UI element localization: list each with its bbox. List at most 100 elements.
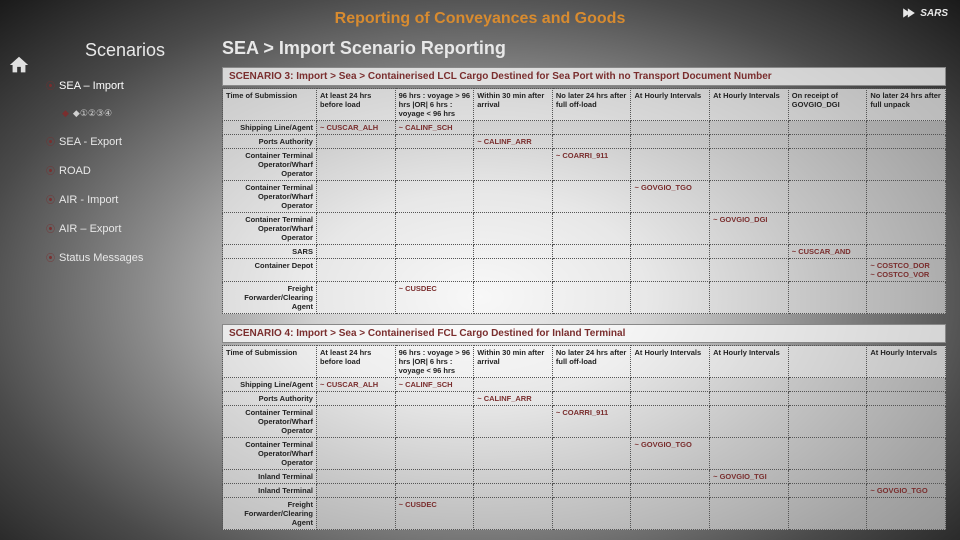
table-cell <box>474 406 553 438</box>
table-row: Container Terminal Operator/Wharf Operat… <box>223 213 946 245</box>
table-cell <box>552 378 631 392</box>
row-label: Freight Forwarder/Clearing Agent <box>223 282 317 314</box>
table-cell <box>867 378 946 392</box>
table-cell <box>631 149 710 181</box>
table-cell <box>316 149 395 181</box>
table-cell <box>474 245 553 259</box>
table-cell <box>867 438 946 470</box>
row-label: Freight Forwarder/Clearing Agent <box>223 498 317 530</box>
row-label: SARS <box>223 245 317 259</box>
column-header <box>788 346 867 378</box>
column-header: At Hourly Intervals <box>710 89 789 121</box>
table-cell <box>710 406 789 438</box>
table-cell <box>631 498 710 530</box>
table-cell <box>788 259 867 282</box>
row-label: Ports Authority <box>223 135 317 149</box>
table-cell <box>710 121 789 135</box>
table-cell: ~ CALINF_ARR <box>474 135 553 149</box>
table-cell <box>395 181 474 213</box>
table-cell <box>631 392 710 406</box>
sidebar-nav: ⦿SEA – Import◆◆①②③④⦿SEA - Export⦿ROAD⦿AI… <box>40 71 210 272</box>
table-cell <box>552 438 631 470</box>
table-cell <box>788 282 867 314</box>
sidebar-item[interactable]: ⦿AIR - Import <box>40 185 210 214</box>
table-row: Container Terminal Operator/Wharf Operat… <box>223 406 946 438</box>
table-cell <box>552 470 631 484</box>
table-row: Container Terminal Operator/Wharf Operat… <box>223 181 946 213</box>
table-cell <box>474 282 553 314</box>
table-cell <box>631 121 710 135</box>
table-cell <box>316 498 395 530</box>
row-label: Container Terminal Operator/Wharf Operat… <box>223 438 317 470</box>
table-cell: ~ CUSDEC <box>395 282 474 314</box>
table-cell <box>788 121 867 135</box>
sidebar-item[interactable]: ⦿AIR – Export <box>40 214 210 243</box>
table-cell <box>474 498 553 530</box>
column-header: At least 24 hrs before load <box>316 89 395 121</box>
sidebar-title: Scenarios <box>40 40 210 61</box>
table-cell <box>788 135 867 149</box>
table-cell <box>474 470 553 484</box>
table-cell: ~ GOVGIO_TGO <box>867 484 946 498</box>
table-cell <box>788 378 867 392</box>
table-cell <box>552 259 631 282</box>
table-cell <box>710 259 789 282</box>
table-cell <box>867 406 946 438</box>
table-cell: ~ CALINF_SCH <box>395 121 474 135</box>
sidebar: Scenarios ⦿SEA – Import◆◆①②③④⦿SEA - Expo… <box>40 38 210 540</box>
table-cell <box>552 135 631 149</box>
column-header: 96 hrs : voyage > 96 hrs |OR| 6 hrs : vo… <box>395 346 474 378</box>
brand-logo: SARS <box>902 6 948 20</box>
table-cell <box>867 470 946 484</box>
sidebar-item[interactable]: ⦿SEA – Import <box>40 71 210 100</box>
table-cell: ~ COARRI_911 <box>552 149 631 181</box>
column-header: No later 24 hrs after full unpack <box>867 89 946 121</box>
table-cell <box>867 392 946 406</box>
scenario-title: SCENARIO 3: Import > Sea > Containerised… <box>222 67 946 86</box>
table-cell <box>316 392 395 406</box>
scenario-table: Time of SubmissionAt least 24 hrs before… <box>222 88 946 314</box>
table-row: Freight Forwarder/Clearing Agent~ CUSDEC <box>223 498 946 530</box>
table-cell <box>867 121 946 135</box>
table-cell <box>788 438 867 470</box>
row-label: Container Terminal Operator/Wharf Operat… <box>223 181 317 213</box>
table-cell <box>631 470 710 484</box>
row-label: Container Terminal Operator/Wharf Operat… <box>223 406 317 438</box>
column-header: Within 30 min after arrival <box>474 89 553 121</box>
table-cell <box>474 149 553 181</box>
sidebar-item[interactable]: ⦿Status Messages <box>40 243 210 272</box>
column-header: 96 hrs : voyage > 96 hrs |OR| 6 hrs : vo… <box>395 89 474 121</box>
table-cell <box>710 245 789 259</box>
table-cell <box>631 213 710 245</box>
sidebar-subitem[interactable]: ◆◆①②③④ <box>40 100 210 127</box>
table-row: Ports Authority ~ CALINF_ARR <box>223 135 946 149</box>
table-row: Inland Terminal~ GOVGIO_TGO <box>223 484 946 498</box>
column-header: No later 24 hrs after full off-load <box>552 346 631 378</box>
table-row: Ports Authority~ CALINF_ARR <box>223 392 946 406</box>
table-cell <box>552 484 631 498</box>
table-cell <box>788 213 867 245</box>
table-cell <box>631 484 710 498</box>
table-cell <box>395 245 474 259</box>
sidebar-item[interactable]: ⦿SEA - Export <box>40 127 210 156</box>
column-header: Time of Submission <box>223 346 317 378</box>
table-cell <box>395 259 474 282</box>
column-header: No later 24 hrs after full off-load <box>552 89 631 121</box>
table-row: Inland Terminal~ GOVGIO_TGI <box>223 470 946 484</box>
main-panel: SEA > Import Scenario Reporting SCENARIO… <box>210 38 956 540</box>
row-label: Shipping Line/Agent <box>223 378 317 392</box>
table-cell <box>788 498 867 530</box>
table-cell <box>316 406 395 438</box>
table-cell <box>867 498 946 530</box>
table-row: Container Terminal Operator/Wharf Operat… <box>223 149 946 181</box>
row-label: Inland Terminal <box>223 470 317 484</box>
table-cell <box>395 470 474 484</box>
table-cell <box>710 181 789 213</box>
table-row: Shipping Line/Agent~ CUSCAR_ALH~ CALINF_… <box>223 121 946 135</box>
sidebar-item[interactable]: ⦿ROAD <box>40 156 210 185</box>
table-cell <box>395 213 474 245</box>
table-cell: ~ CALINF_SCH <box>395 378 474 392</box>
home-icon[interactable] <box>8 54 30 76</box>
table-cell <box>474 484 553 498</box>
column-header: At least 24 hrs before load <box>316 346 395 378</box>
